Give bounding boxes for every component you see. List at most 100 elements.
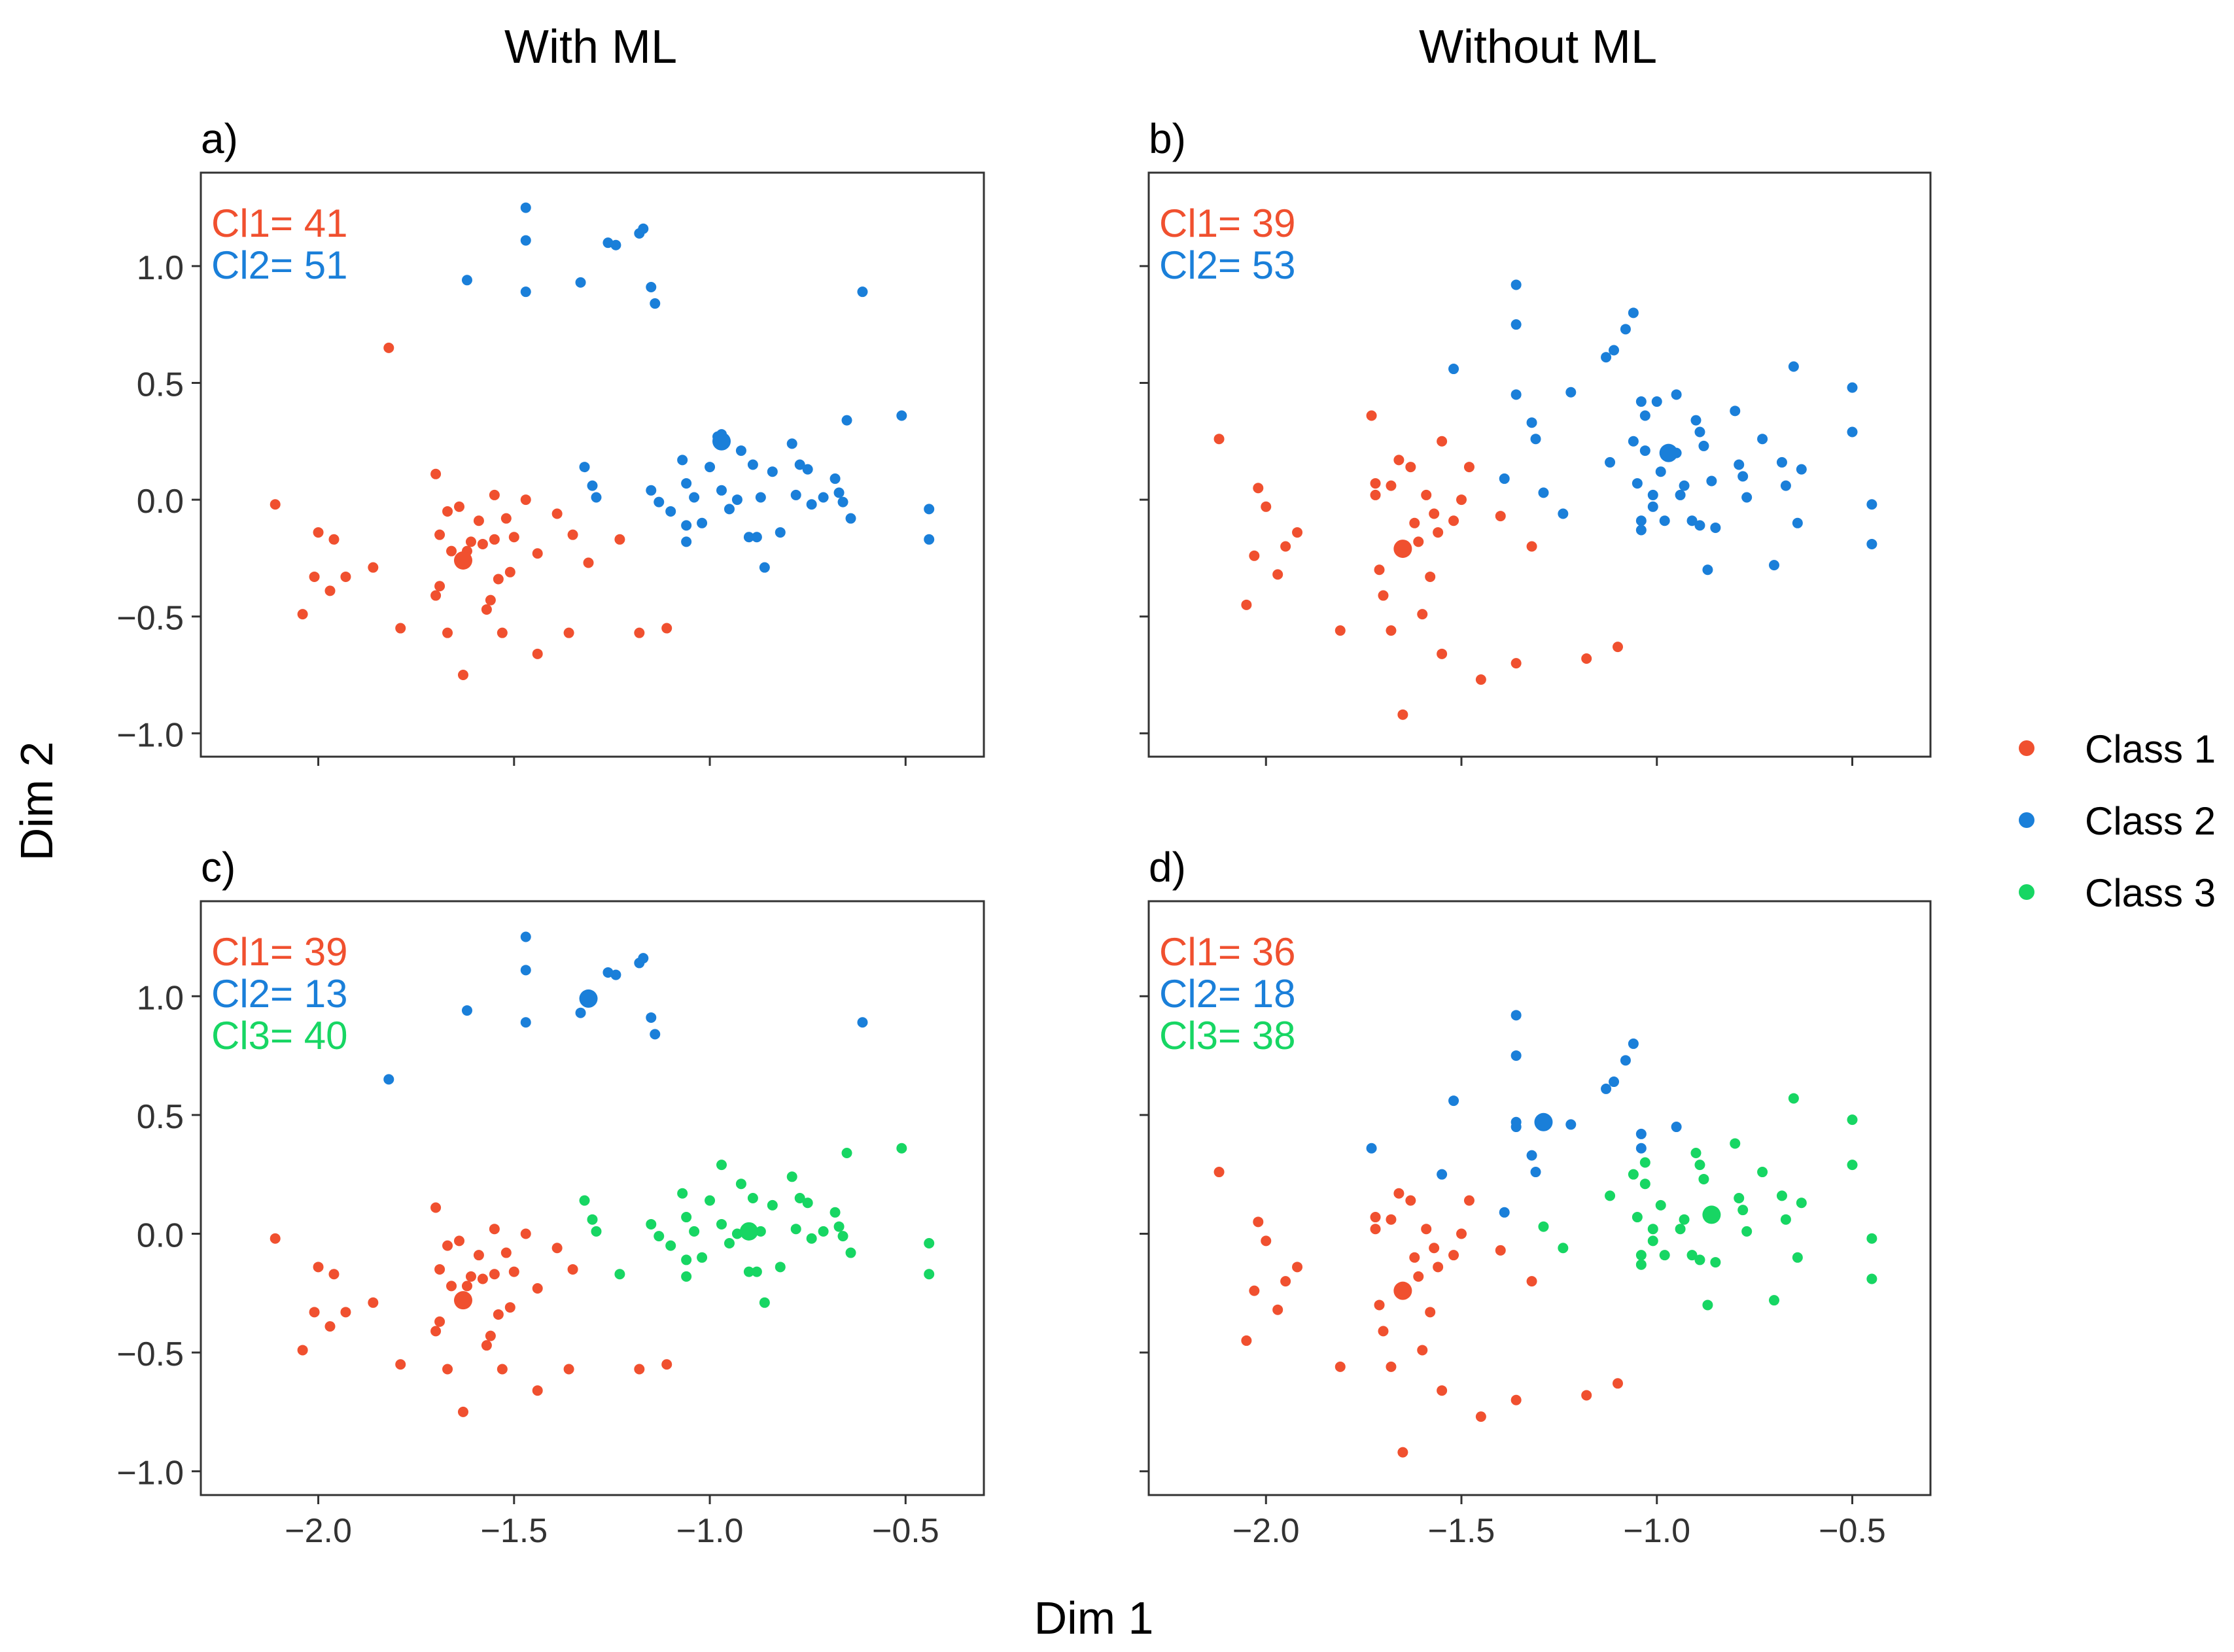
point-class-1 [634,627,645,638]
centroid-class-1 [453,1291,472,1310]
point-class-1 [477,538,488,549]
point-class-2 [646,1012,657,1023]
point-class-2 [520,202,531,213]
point-class-2 [650,298,661,309]
point-class-1 [465,1271,476,1282]
point-class-1 [1433,527,1444,538]
point-class-1 [1393,455,1405,466]
point-class-2 [841,415,852,426]
point-class-2 [1635,525,1647,536]
point-class-1 [500,513,512,524]
point-class-2 [681,478,692,489]
point-class-2 [1788,361,1799,372]
x-tick-label: −0.5 [1819,1512,1886,1550]
point-class-2 [924,534,935,545]
point-class-2 [1734,459,1745,470]
point-class-2 [735,445,746,456]
col-title-with-ml: With ML [504,21,677,73]
point-class-1 [1425,571,1436,582]
point-class-3 [1788,1093,1799,1104]
point-class-2 [743,532,754,543]
centroid-class-2 [1534,1112,1553,1131]
point-class-1 [1386,480,1397,491]
point-class-2 [845,513,856,524]
point-class-1 [481,604,492,615]
panel-tag: c) [201,844,236,891]
point-class-3 [716,1160,727,1171]
point-class-1 [1510,658,1522,669]
point-class-1 [520,1228,531,1239]
point-class-1 [1249,1285,1260,1296]
point-class-1 [508,532,519,543]
point-class-2 [1675,489,1686,500]
point-class-3 [1628,1169,1639,1180]
legend-marker-class-2 [2019,812,2034,828]
point-class-1 [297,1345,308,1356]
point-class-2 [1510,279,1522,290]
point-class-2 [1538,487,1549,498]
point-class-2 [1437,1169,1448,1180]
point-class-2 [896,410,907,421]
point-class-2 [650,1029,661,1040]
point-class-3 [1792,1252,1803,1263]
point-class-1 [508,1266,519,1277]
point-class-1 [340,1307,351,1318]
y-tick-label: 0.0 [137,483,184,521]
point-class-2 [1671,1122,1682,1133]
cluster-count-class-3: Cl3= 40 [211,1014,347,1058]
point-class-1 [1378,1326,1389,1337]
point-class-1 [430,590,442,601]
point-class-2 [1651,396,1662,407]
point-class-3 [743,1266,754,1277]
point-class-2 [638,223,649,234]
point-class-2 [1609,345,1620,356]
point-class-3 [665,1240,676,1251]
point-class-3 [1866,1233,1877,1244]
legend-marker-class-1 [2019,740,2034,756]
point-class-1 [532,1283,543,1294]
point-class-2 [1609,1076,1620,1088]
x-tick-label: −1.0 [1623,1512,1690,1550]
point-class-3 [716,1218,727,1230]
cluster-count-class-1: Cl1= 41 [211,201,347,245]
panel-tag: d) [1149,844,1186,891]
point-class-3 [1737,1205,1749,1216]
point-class-1 [1280,1276,1291,1287]
point-class-1 [489,534,500,545]
point-class-3 [1639,1157,1650,1168]
point-class-2 [837,496,848,508]
point-class-3 [705,1195,716,1206]
x-axis-label: Dim 1 [1034,1592,1154,1643]
point-class-1 [324,585,336,596]
cluster-count-class-2: Cl2= 18 [1159,972,1295,1016]
point-class-1 [504,566,515,577]
point-class-1 [1510,1394,1522,1405]
point-class-3 [1635,1259,1647,1270]
y-tick-label: 0.0 [137,1216,184,1254]
point-class-3 [735,1179,746,1190]
point-class-1 [1417,609,1428,620]
point-class-1 [368,562,379,573]
point-class-2 [829,473,841,484]
point-class-1 [1370,1224,1381,1235]
centroid-class-2 [579,989,598,1008]
point-class-1 [532,648,543,659]
point-class-2 [1730,405,1741,417]
point-class-2 [681,536,692,547]
point-class-2 [1620,324,1631,335]
point-class-1 [434,1316,445,1327]
point-class-3 [924,1238,935,1249]
point-class-3 [767,1199,778,1211]
point-class-1 [1405,1195,1416,1206]
point-class-3 [1780,1214,1791,1225]
point-class-1 [567,529,578,540]
point-class-1 [1397,709,1408,720]
point-class-3 [1538,1221,1549,1232]
point-class-2 [1605,456,1616,468]
point-class-2 [591,492,602,503]
point-class-3 [775,1262,786,1273]
point-class-2 [716,485,727,496]
point-class-1 [1241,1335,1252,1346]
point-class-1 [1437,1385,1448,1396]
